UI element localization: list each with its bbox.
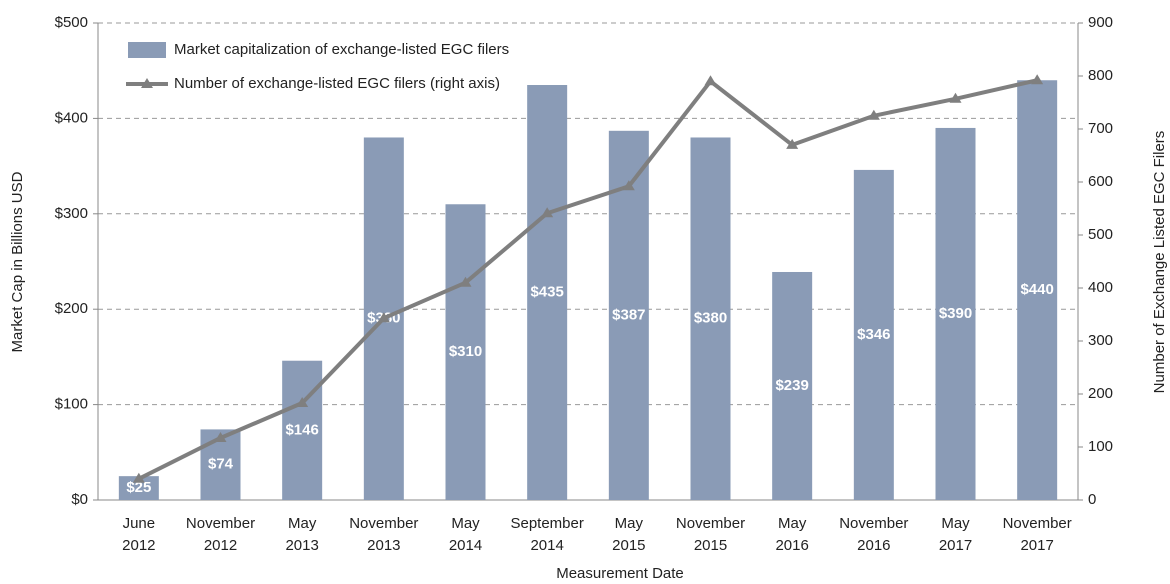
value-label: $440	[1020, 281, 1053, 298]
line	[137, 78, 1038, 481]
marker	[867, 109, 880, 120]
bar	[527, 85, 568, 500]
marker	[296, 397, 309, 408]
bar	[1017, 80, 1058, 501]
marker	[459, 276, 472, 287]
value-label: $346	[857, 326, 890, 343]
value-label: $390	[939, 305, 972, 322]
marker	[704, 75, 717, 86]
legend-marker	[141, 78, 153, 88]
x-tick-label: May 2015	[612, 515, 645, 554]
x-tick-label: June 2012	[122, 515, 155, 554]
bar	[282, 360, 323, 500]
bar	[853, 169, 894, 500]
y2-tick-label: 300	[1088, 332, 1113, 349]
value-label: $310	[449, 343, 482, 360]
marker	[786, 138, 799, 149]
x-tick-label: May 2013	[285, 515, 318, 554]
y-tick-label: $200	[55, 300, 88, 317]
y-tick-label: $100	[55, 396, 88, 413]
y2-tick-label: 600	[1088, 173, 1113, 190]
marker	[214, 431, 227, 442]
value-label: $25	[126, 479, 151, 496]
value-label: $74	[208, 456, 234, 473]
value-label: $380	[694, 310, 727, 327]
marker	[377, 312, 390, 323]
y2-tick-label: 800	[1088, 67, 1113, 84]
y2-tick-label: 0	[1088, 491, 1096, 508]
marker	[541, 207, 554, 218]
x-tick-label: September 2014	[510, 515, 583, 554]
bar	[935, 127, 976, 500]
y-tick-label: $300	[55, 205, 88, 222]
x-tick-label: November 2017	[1003, 515, 1072, 554]
y2-axis-title: Number of Exchange Listed EGC Filers	[1151, 131, 1168, 394]
value-label: $146	[285, 421, 318, 438]
value-label: $435	[530, 283, 563, 300]
x-tick-label: November 2015	[676, 515, 745, 554]
x-tick-label: November 2016	[839, 515, 908, 554]
y-tick-label: $400	[55, 109, 88, 126]
y2-tick-label: 900	[1088, 14, 1113, 31]
value-label: $387	[612, 306, 645, 323]
y-tick-label: $500	[55, 14, 88, 31]
x-tick-label: May 2017	[939, 515, 972, 554]
y2-tick-label: 100	[1088, 438, 1113, 455]
y-tick-label: $0	[71, 491, 88, 508]
legend-label: Market capitalization of exchange-listed…	[174, 41, 509, 58]
bar	[118, 476, 159, 500]
marker	[132, 472, 145, 483]
y2-tick-label: 500	[1088, 226, 1113, 243]
bar	[772, 271, 813, 500]
legend-label: Number of exchange-listed EGC filers (ri…	[174, 75, 500, 92]
x-axis-title: Measurement Date	[556, 565, 684, 582]
x-tick-label: November 2012	[186, 515, 255, 554]
x-tick-label: May 2014	[449, 515, 482, 554]
marker	[622, 180, 635, 191]
y2-tick-label: 200	[1088, 385, 1113, 402]
y-axis-title: Market Cap in Billions USD	[9, 171, 26, 352]
legend-swatch	[128, 42, 166, 58]
value-label: $239	[775, 377, 808, 394]
x-tick-label: November 2013	[349, 515, 418, 554]
y2-tick-label: 400	[1088, 279, 1113, 296]
bar	[690, 137, 731, 501]
bar	[445, 204, 486, 500]
marker	[949, 92, 962, 103]
marker	[1031, 74, 1044, 85]
y2-tick-label: 700	[1088, 120, 1113, 137]
x-tick-label: May 2016	[775, 515, 808, 554]
